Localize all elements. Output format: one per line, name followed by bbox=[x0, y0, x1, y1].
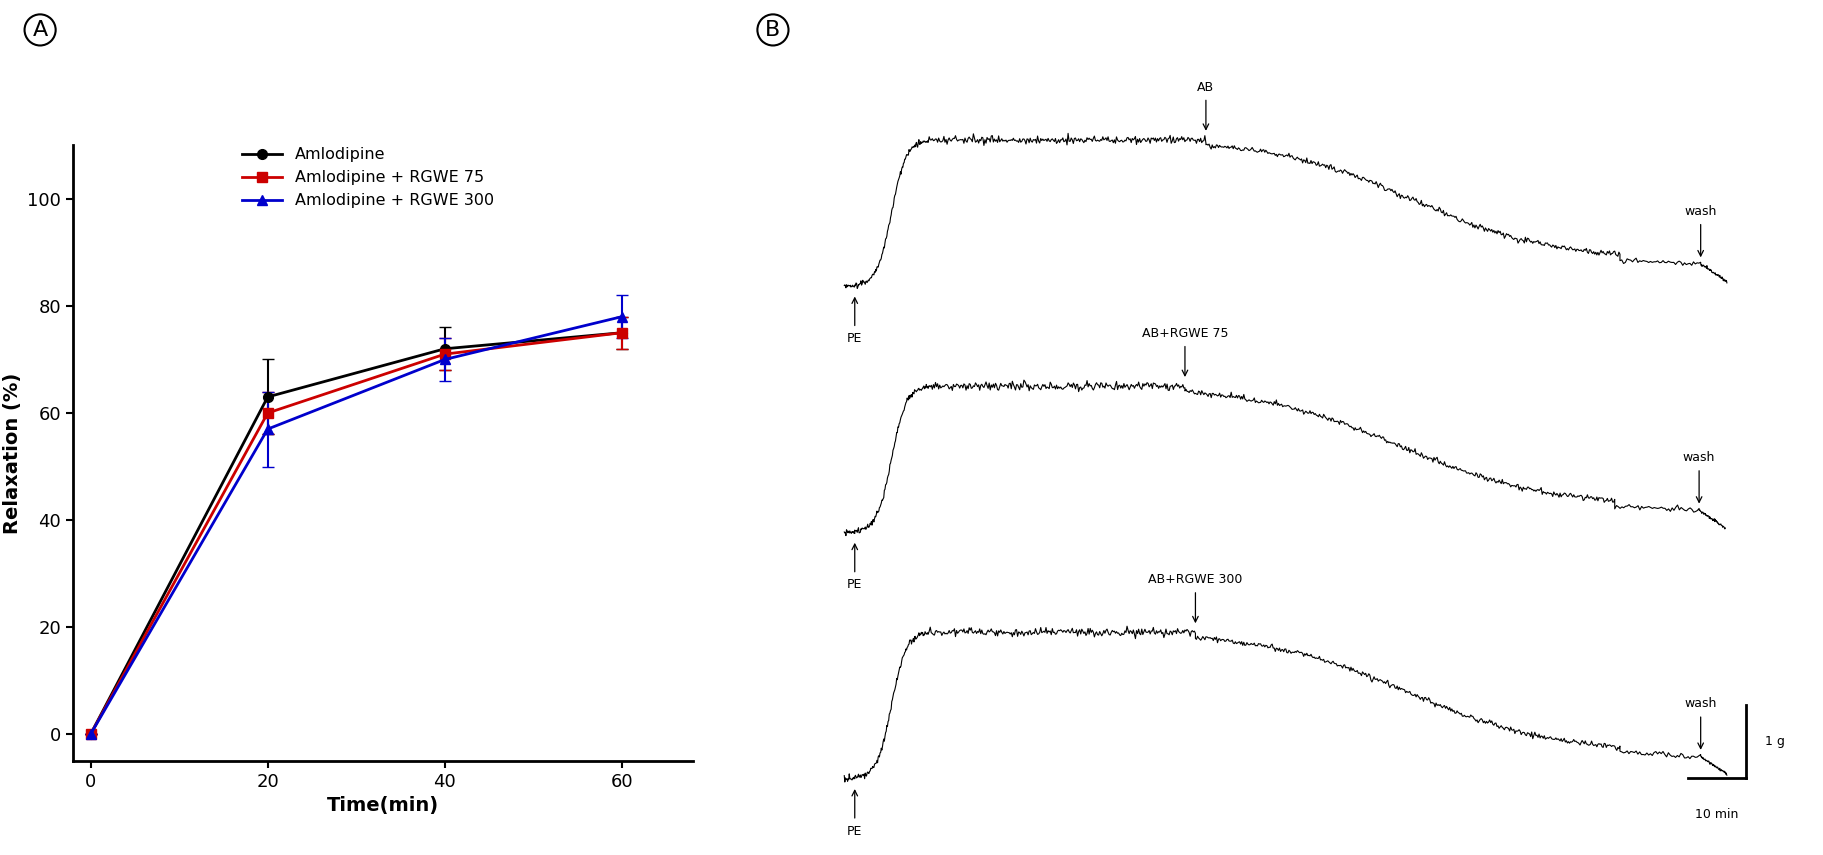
Legend: Amlodipine, Amlodipine + RGWE 75, Amlodipine + RGWE 300: Amlodipine, Amlodipine + RGWE 75, Amlodi… bbox=[235, 141, 501, 215]
Text: AB+RGWE 300: AB+RGWE 300 bbox=[1148, 573, 1243, 587]
Text: PE: PE bbox=[848, 824, 862, 838]
Y-axis label: Relaxation (%): Relaxation (%) bbox=[2, 373, 22, 534]
Text: wash: wash bbox=[1683, 451, 1715, 464]
Text: B: B bbox=[766, 20, 780, 40]
X-axis label: Time(min): Time(min) bbox=[326, 796, 439, 816]
Text: 10 min: 10 min bbox=[1695, 808, 1739, 821]
Text: AB: AB bbox=[1198, 80, 1214, 93]
Text: A: A bbox=[33, 20, 47, 40]
Text: PE: PE bbox=[848, 333, 862, 345]
Text: AB+RGWE 75: AB+RGWE 75 bbox=[1141, 327, 1229, 340]
Text: wash: wash bbox=[1684, 698, 1717, 711]
Text: PE: PE bbox=[848, 579, 862, 592]
Text: wash: wash bbox=[1684, 205, 1717, 218]
Text: 1 g: 1 g bbox=[1765, 735, 1785, 748]
